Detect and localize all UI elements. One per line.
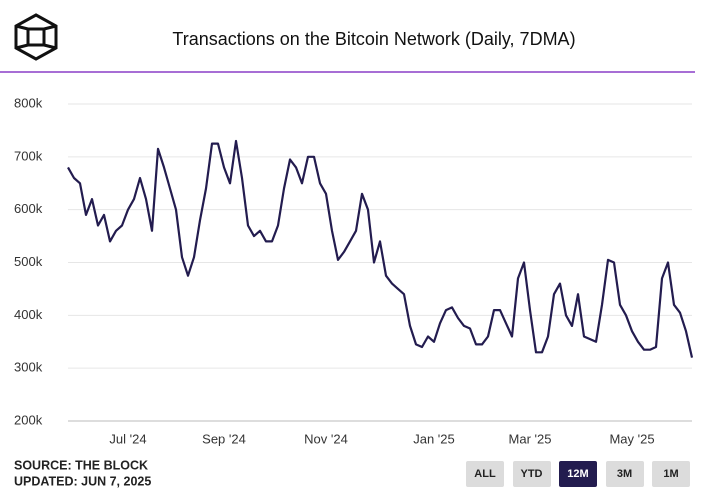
range-button[interactable]: 12M bbox=[559, 461, 597, 487]
x-tick-label: May '25 bbox=[609, 431, 654, 446]
y-tick-label: 200k bbox=[14, 412, 43, 427]
y-tick-label: 500k bbox=[14, 254, 43, 269]
range-button[interactable]: 3M bbox=[605, 461, 644, 487]
x-tick-label: Jul '24 bbox=[109, 431, 146, 446]
y-tick-label: 700k bbox=[14, 148, 43, 163]
y-tick-label: 800k bbox=[14, 95, 43, 110]
range-button[interactable]: 1M bbox=[652, 461, 690, 487]
x-tick-label: Mar '25 bbox=[509, 431, 552, 446]
range-button[interactable]: ALL bbox=[466, 461, 504, 487]
x-tick-label: Nov '24 bbox=[304, 431, 348, 446]
range-button[interactable]: YTD bbox=[512, 461, 551, 487]
x-tick-label: Sep '24 bbox=[202, 431, 246, 446]
updated: UPDATED: JUN 7, 2025 bbox=[14, 474, 151, 488]
y-tick-label: 300k bbox=[14, 360, 43, 375]
y-tick-label: 600k bbox=[14, 201, 43, 216]
x-tick-label: Jan '25 bbox=[413, 431, 455, 446]
chart-title: Transactions on the Bitcoin Network (Dai… bbox=[172, 29, 575, 49]
logo bbox=[14, 13, 58, 61]
y-tick-label: 400k bbox=[14, 307, 43, 322]
source: SOURCE: THE BLOCK bbox=[14, 458, 148, 472]
line-series bbox=[67, 139, 694, 358]
